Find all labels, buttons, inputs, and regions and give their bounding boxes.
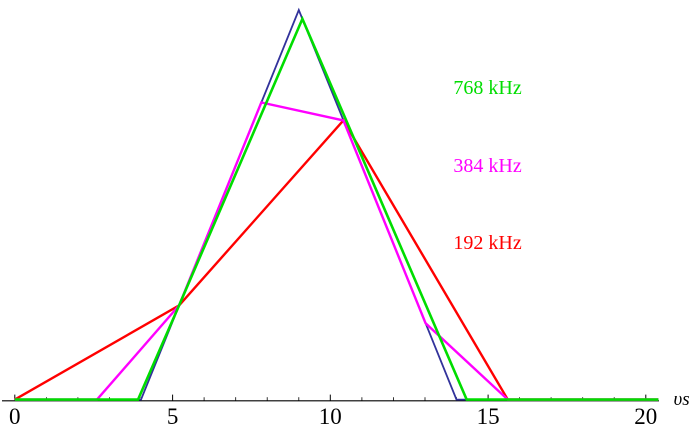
svg-text:768 kHz: 768 kHz	[453, 77, 521, 99]
svg-text:10: 10	[319, 404, 342, 429]
svg-text:384 kHz: 384 kHz	[453, 155, 521, 177]
svg-text:192 kHz: 192 kHz	[453, 232, 521, 254]
svg-text:15: 15	[477, 404, 500, 429]
svg-text:5: 5	[167, 404, 179, 429]
svg-text:0: 0	[9, 404, 21, 429]
svg-text:20: 20	[634, 404, 657, 429]
svg-text:υs: υs	[674, 389, 690, 410]
